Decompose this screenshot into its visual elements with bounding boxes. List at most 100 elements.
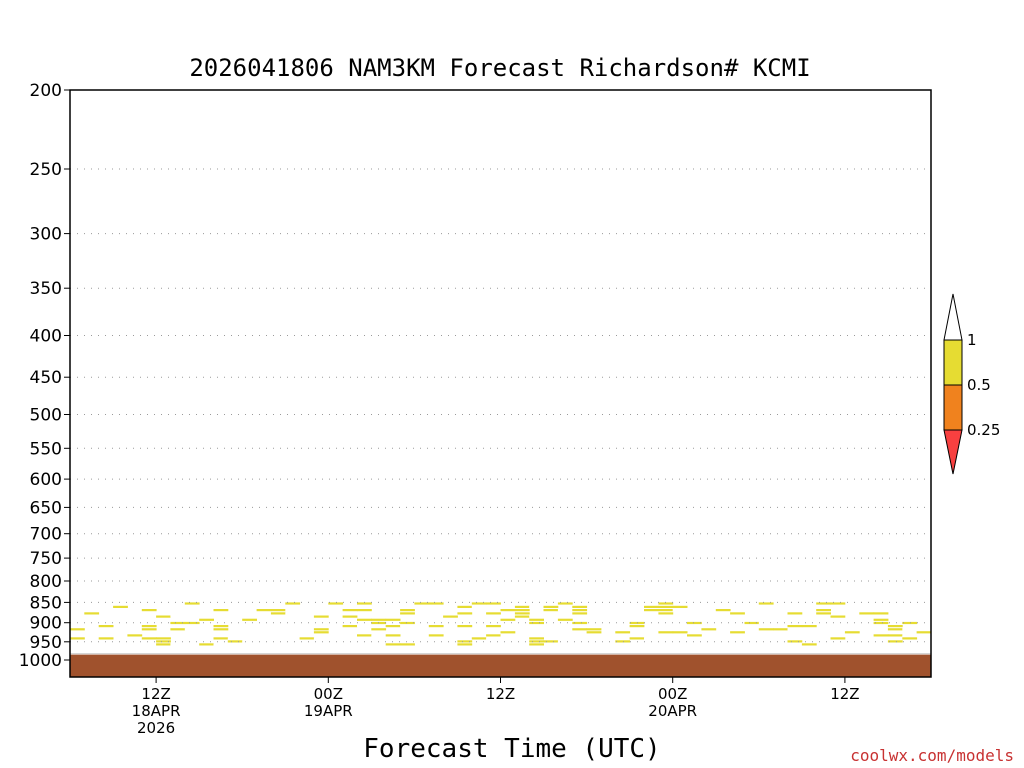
ri-streak (357, 625, 372, 628)
ri-streak (141, 628, 157, 631)
ri-streak (773, 621, 788, 625)
ri-streak (801, 625, 817, 628)
ri-streak (285, 602, 301, 605)
ri-streak (572, 628, 588, 631)
ri-streak (687, 621, 702, 625)
ri-streak (98, 625, 114, 628)
ri-streak (385, 634, 401, 637)
ri-streak (227, 618, 243, 621)
ri-streak (844, 625, 860, 628)
ri-streak (758, 605, 774, 608)
ri-streak (586, 625, 602, 628)
y-tick-label: 400 (30, 327, 62, 347)
x-tick-label: 12Z (830, 685, 859, 703)
ri-streak (658, 605, 674, 608)
ri-streak (672, 609, 688, 612)
ri-streak (644, 628, 659, 631)
colorbar-legend: 1 0.5 0.25 (943, 293, 1000, 475)
ri-streak (213, 625, 229, 628)
ri-streak (313, 615, 329, 618)
ri-streak (514, 621, 530, 625)
ri-streak (629, 643, 645, 646)
ri-streak (256, 609, 272, 612)
ri-streak (127, 637, 143, 640)
ri-streak (357, 634, 372, 637)
ri-streak (902, 609, 918, 612)
ri-streak (127, 625, 143, 628)
grid-lines (70, 168, 931, 643)
ri-streak (816, 628, 831, 631)
ri-streak (199, 643, 214, 646)
ri-streak (127, 609, 143, 612)
ri-streak (514, 609, 530, 612)
ri-streak (758, 621, 774, 625)
ri-streak (658, 609, 674, 612)
ri-streak (672, 628, 688, 631)
ri-streak (629, 625, 645, 628)
ri-streak (242, 618, 257, 621)
ri-streak (658, 643, 674, 646)
ri-streak (371, 618, 387, 621)
ri-streak (242, 634, 257, 637)
ri-streak (758, 631, 774, 634)
ri-streak (902, 637, 918, 640)
ri-streak (400, 643, 415, 646)
ri-streak (414, 615, 430, 618)
ri-streak (299, 628, 315, 631)
credit-link[interactable]: coolwx.com/models (850, 746, 1014, 765)
ri-streak (70, 628, 85, 631)
ri-streak (730, 628, 745, 631)
y-tick-label: 500 (30, 406, 62, 426)
ri-streak (572, 637, 588, 640)
ri-streak (672, 637, 688, 640)
ri-streak (672, 631, 688, 634)
ri-streak (687, 618, 702, 621)
ri-streak (500, 628, 516, 631)
ri-streak (113, 621, 128, 625)
ri-streak (514, 612, 530, 615)
ri-streak (486, 637, 501, 640)
ri-streak (744, 615, 760, 618)
ri-streak (500, 643, 516, 646)
ri-streak (414, 628, 430, 631)
ri-streak (529, 643, 544, 646)
ri-streak (816, 602, 831, 605)
ri-streak (227, 634, 243, 637)
ri-streak (543, 602, 559, 605)
ri-streak (787, 628, 803, 631)
ri-streak (486, 602, 501, 605)
ri-streak (385, 618, 401, 621)
ri-streak (758, 640, 774, 643)
ri-streak (457, 637, 473, 640)
y-tick-label: 650 (30, 498, 62, 518)
ri-streak (357, 618, 372, 621)
ri-streak (227, 637, 243, 640)
ri-streak (672, 605, 688, 608)
ri-streak (844, 612, 860, 615)
ri-streak (873, 631, 889, 634)
ri-streak (557, 609, 573, 612)
ri-streak (902, 612, 918, 615)
ri-streak (342, 609, 358, 612)
ri-streak (658, 628, 674, 631)
ri-streak (457, 612, 473, 615)
ri-streak (313, 628, 329, 631)
ri-streak (572, 605, 588, 608)
ri-streak (644, 605, 659, 608)
ri-streak (687, 602, 702, 605)
ri-streak (586, 637, 602, 640)
ri-streak (529, 637, 544, 640)
ri-streak (328, 602, 344, 605)
colorbar-label: 0.25 (967, 421, 1000, 439)
x-tick-label: 00Z (314, 685, 343, 703)
ri-streak (70, 612, 85, 615)
colorbar-label: 0.5 (967, 376, 991, 394)
ri-streak (270, 609, 286, 612)
ri-streak (830, 602, 846, 605)
ri-streak (557, 602, 573, 605)
ri-streak (313, 605, 329, 608)
ri-streak (156, 634, 171, 637)
y-tick-label: 600 (30, 470, 62, 490)
ri-streak (184, 602, 200, 605)
ri-streak (787, 612, 803, 615)
